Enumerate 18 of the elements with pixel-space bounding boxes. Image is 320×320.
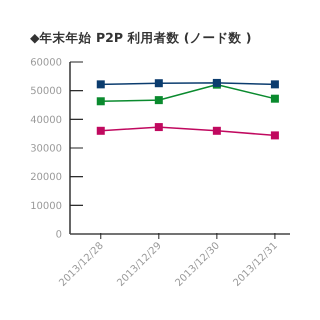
point bbox=[212, 126, 221, 135]
y-tick-label: 20000 bbox=[30, 172, 62, 184]
title: ◆年末年始 P2P 利用者数 (ノード数 ) bbox=[30, 30, 252, 45]
point bbox=[96, 126, 105, 135]
y-tick-label: 50000 bbox=[30, 86, 62, 98]
y-tick-label: 60000 bbox=[30, 58, 62, 68]
y-tick-label: 10000 bbox=[30, 200, 62, 212]
point bbox=[154, 123, 163, 132]
y-tick-label: 40000 bbox=[30, 114, 62, 126]
point bbox=[96, 97, 105, 106]
y-tick-label: 0 bbox=[56, 230, 62, 240]
y-tick-label: 30000 bbox=[30, 144, 62, 154]
point bbox=[270, 80, 279, 88]
point bbox=[154, 96, 163, 104]
point bbox=[270, 94, 279, 103]
point bbox=[270, 131, 279, 140]
point bbox=[96, 80, 105, 88]
point bbox=[154, 79, 163, 88]
